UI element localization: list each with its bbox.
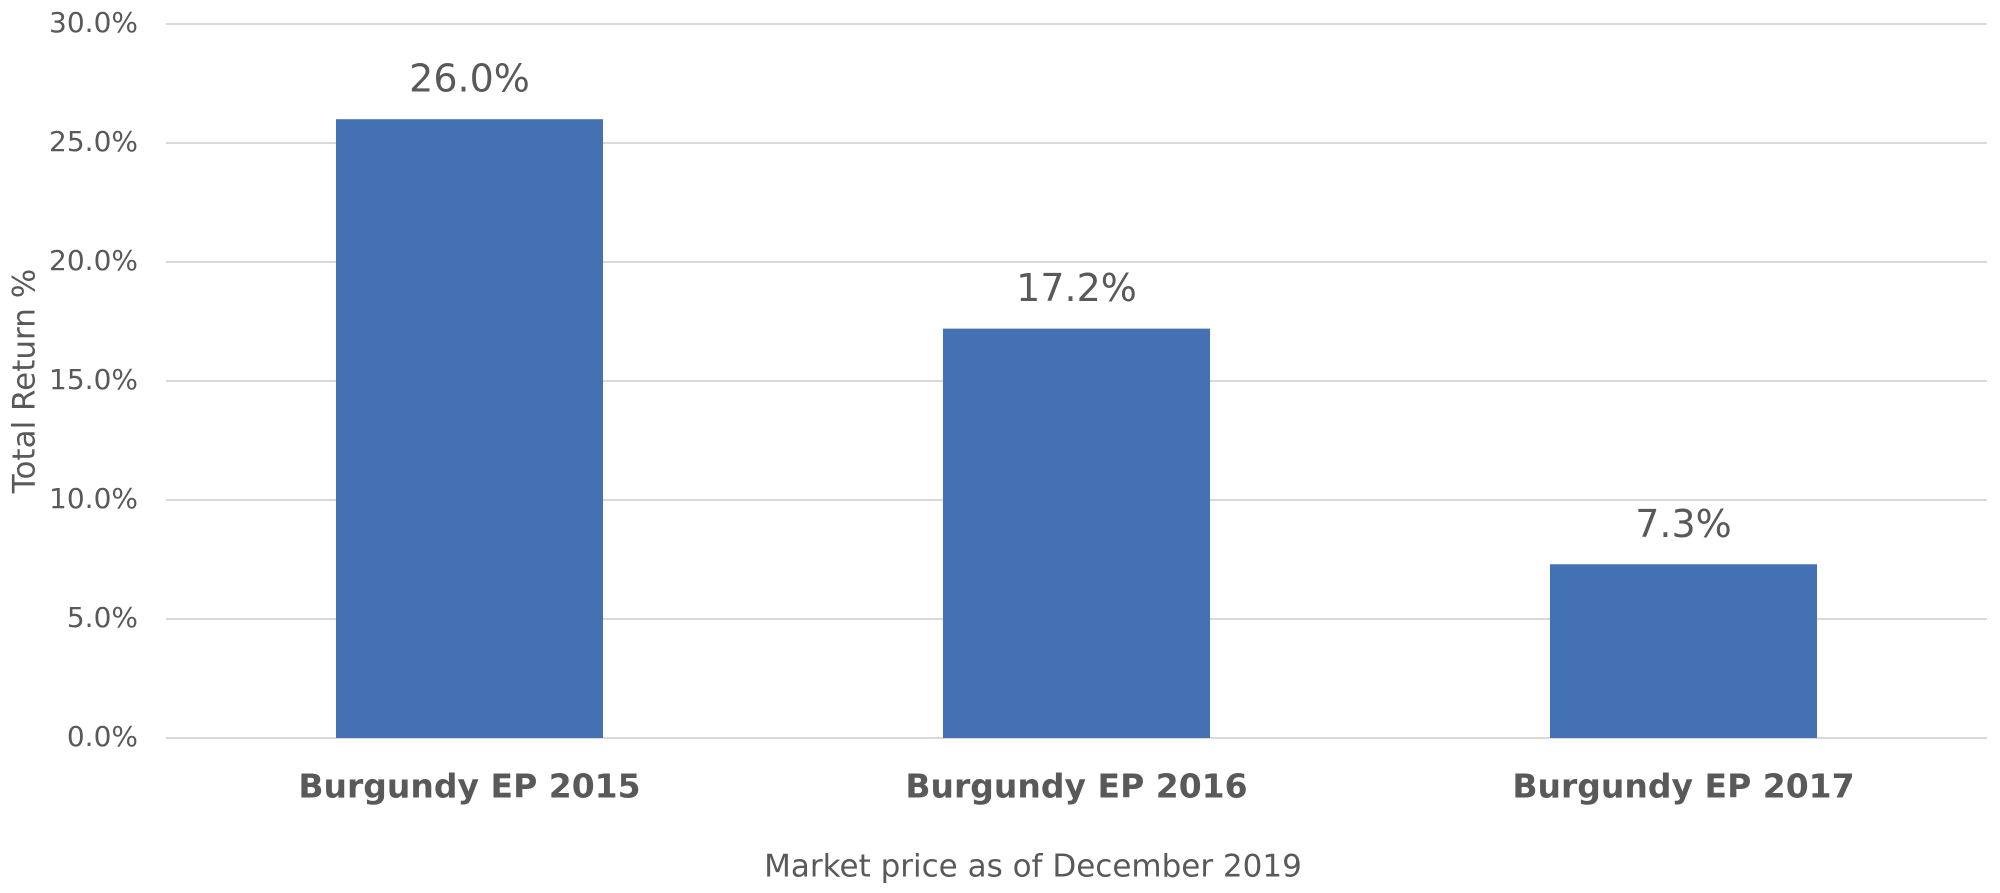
- bar: [942, 328, 1211, 738]
- x-tick-label: Burgundy EP 2016: [905, 767, 1247, 806]
- data-label: 26.0%: [409, 57, 530, 101]
- x-tick-label: Burgundy EP 2017: [1512, 767, 1854, 806]
- y-tick-label: 30.0%: [49, 6, 138, 39]
- bar: [1549, 564, 1818, 738]
- y-axis-title: Total Return %: [7, 269, 43, 494]
- y-tick-label: 20.0%: [49, 244, 138, 277]
- data-label: 17.2%: [1016, 266, 1137, 310]
- data-label: 7.3%: [1635, 502, 1732, 546]
- y-tick-label: 15.0%: [49, 363, 138, 396]
- y-tick-label: 0.0%: [67, 720, 138, 753]
- y-tick-label: 10.0%: [49, 482, 138, 515]
- y-tick-label: 5.0%: [67, 601, 138, 634]
- y-tick-label: 25.0%: [49, 125, 138, 158]
- x-axis-title: Market price as of December 2019: [764, 849, 1302, 885]
- bar: [335, 119, 604, 738]
- x-tick-label: Burgundy EP 2015: [298, 767, 640, 806]
